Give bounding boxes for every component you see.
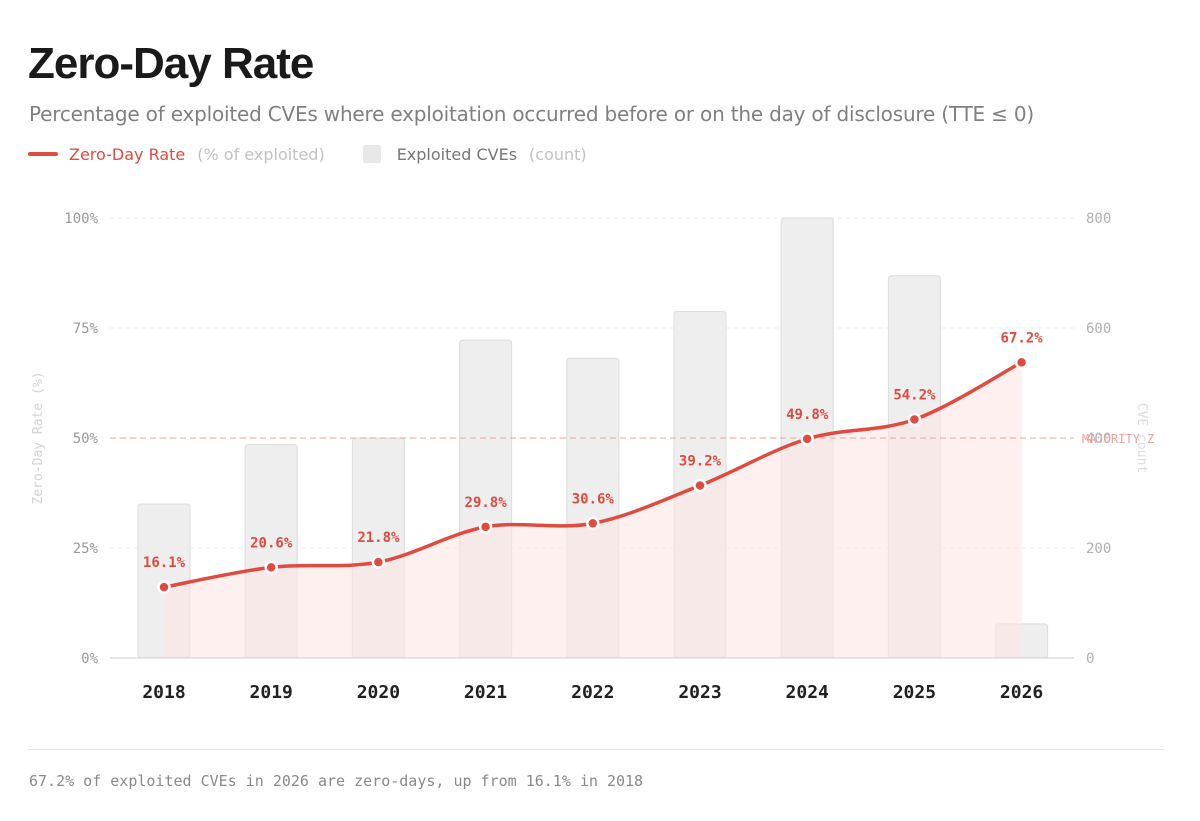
- legend-rate-label: Zero-Day Rate: [69, 144, 186, 164]
- x-tick-label: 2024: [786, 682, 830, 703]
- y-right-tick-label: 400: [1086, 431, 1111, 447]
- rate-label-2025: 54.2%: [893, 388, 936, 404]
- chart-title: Zero-Day Rate: [28, 39, 314, 88]
- legend-bar-swatch: [362, 145, 381, 163]
- legend: Zero-Day Rate (% of exploited) Exploited…: [28, 142, 587, 166]
- x-tick-label: 2025: [893, 682, 936, 703]
- rate-point-2020: [371, 555, 386, 569]
- y-left-tick-label: 75%: [73, 321, 99, 337]
- y-left-tick-label: 100%: [64, 211, 98, 227]
- rate-point-2022: [586, 516, 600, 531]
- rate-label-2024: 49.8%: [786, 407, 829, 423]
- x-tick-label: 2019: [250, 682, 293, 703]
- rate-label-2018: 16.1%: [143, 555, 186, 571]
- rate-area: [164, 362, 1022, 658]
- legend-rate-unit: (% of exploited): [197, 144, 325, 164]
- x-tick-label: 2026: [1000, 682, 1043, 703]
- y-right-tick-label: 0: [1086, 651, 1094, 667]
- legend-count-label: Exploited CVEs: [396, 144, 518, 164]
- x-tick-label: 2021: [464, 682, 507, 703]
- rate-label-2023: 39.2%: [679, 454, 722, 470]
- rate-point-2024: [800, 432, 814, 446]
- chart-canvas: 0% 25% 50% 75% 100% 0 200 400 600 800 Zero-Day Rat…: [31, 211, 1154, 703]
- x-tick-label: 2018: [142, 682, 185, 703]
- y-right-tick-label: 600: [1086, 321, 1111, 337]
- footer-note: 67.2% of exploited CVEs in 2026 are zero…: [29, 772, 644, 790]
- legend-count-unit: (count): [529, 144, 587, 164]
- rate-point-2023: [693, 478, 707, 493]
- rate-point-2025: [907, 412, 922, 427]
- x-tick-label: 2020: [357, 682, 400, 703]
- rate-point-2019: [264, 560, 278, 575]
- y-left-axis-title: Zero-Day Rate (%): [31, 371, 46, 504]
- rate-point-2018: [157, 580, 171, 594]
- rate-label-2026: 67.2%: [1001, 330, 1044, 346]
- x-tick-label: 2022: [571, 682, 614, 703]
- rate-label-2021: 29.8%: [465, 495, 508, 511]
- rate-point-2026: [1014, 355, 1029, 370]
- majority-threshold-label: MAJORITY Z: [1082, 432, 1154, 446]
- y-right-tick-label: 800: [1086, 211, 1111, 227]
- y-left-tick-label: 25%: [73, 541, 99, 557]
- legend-line-swatch: [28, 152, 58, 156]
- y-left-tick-label: 0%: [81, 651, 98, 667]
- rate-label-2019: 20.6%: [250, 535, 293, 551]
- rate-point-2021: [478, 520, 493, 534]
- rate-label-2022: 30.6%: [572, 491, 615, 507]
- chart-subtitle: Percentage of exploited CVEs where explo…: [29, 102, 1034, 126]
- x-tick-label: 2023: [678, 682, 721, 703]
- footer-divider: [28, 749, 1164, 750]
- y-right-tick-label: 200: [1086, 541, 1111, 557]
- y-right-axis-title: CVE count: [1134, 403, 1149, 473]
- y-left-tick-label: 50%: [73, 431, 99, 447]
- rate-label-2020: 21.8%: [357, 530, 400, 546]
